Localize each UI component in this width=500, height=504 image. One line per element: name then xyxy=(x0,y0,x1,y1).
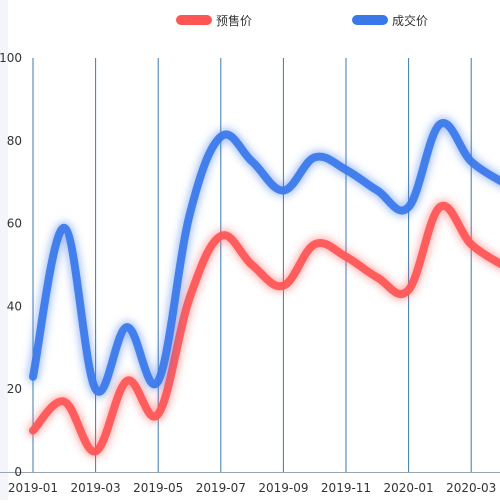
series-glow-1 xyxy=(33,123,500,392)
x-tick-label: 2019-05 xyxy=(133,481,183,495)
data-point-0-10[interactable] xyxy=(343,254,349,260)
x-tick-label: 2019-07 xyxy=(196,481,246,495)
data-point-1-13[interactable] xyxy=(437,121,443,127)
data-point-0-4[interactable] xyxy=(155,411,161,417)
data-point-1-4[interactable] xyxy=(155,378,161,384)
x-tick-label: 2020-01 xyxy=(384,481,434,495)
data-point-0-1[interactable] xyxy=(61,399,67,405)
data-point-1-3[interactable] xyxy=(124,324,130,330)
data-point-0-3[interactable] xyxy=(124,378,130,384)
x-axis-tick-labels: 2019-01 2019-03 2019-05 2019-07 2019-09 2019-… xyxy=(8,481,496,495)
data-point-0-13[interactable] xyxy=(437,204,443,210)
series-glow-0 xyxy=(33,206,500,452)
legend-label-deal-price: 成交价 xyxy=(392,12,428,29)
data-point-0-11[interactable] xyxy=(374,274,380,280)
legend-swatch-deal-price xyxy=(352,15,388,25)
data-point-0-0[interactable] xyxy=(30,428,36,434)
data-point-0-7[interactable] xyxy=(249,262,255,268)
data-point-0-9[interactable] xyxy=(312,241,318,247)
y-tick-label: 20 xyxy=(7,382,22,396)
x-tick-label: 2019-01 xyxy=(8,481,58,495)
data-point-1-5[interactable] xyxy=(187,212,193,218)
y-axis-tick-labels: 0 20 40 60 80 100 xyxy=(0,51,22,479)
data-point-1-14[interactable] xyxy=(468,159,474,165)
data-point-1-10[interactable] xyxy=(343,167,349,173)
data-point-1-1[interactable] xyxy=(61,225,67,231)
x-tick-label: 2019-09 xyxy=(258,481,308,495)
y-tick-label: 0 xyxy=(14,465,22,479)
data-point-0-2[interactable] xyxy=(93,448,99,454)
chart-legend: 预售价 成交价 xyxy=(0,10,500,30)
x-tick-label: 2020-03 xyxy=(446,481,496,495)
data-point-1-11[interactable] xyxy=(374,187,380,193)
data-point-1-2[interactable] xyxy=(93,386,99,392)
x-tick-label: 2019-03 xyxy=(71,481,121,495)
y-tick-label: 80 xyxy=(7,134,22,148)
data-point-1-7[interactable] xyxy=(249,159,255,165)
data-point-1-12[interactable] xyxy=(406,204,412,210)
x-tick-label: 2019-11 xyxy=(321,481,371,495)
data-point-1-8[interactable] xyxy=(280,187,286,193)
y-tick-label: 60 xyxy=(7,217,22,231)
data-point-1-6[interactable] xyxy=(218,134,224,140)
legend-label-presale-price: 预售价 xyxy=(216,12,252,29)
y-tick-label: 40 xyxy=(7,299,22,313)
data-point-0-8[interactable] xyxy=(280,283,286,289)
legend-item-presale-price[interactable]: 预售价 xyxy=(176,10,252,30)
data-point-0-5[interactable] xyxy=(187,295,193,301)
legend-swatch-presale-price xyxy=(176,15,212,25)
data-point-0-14[interactable] xyxy=(468,241,474,247)
series-lines xyxy=(30,121,500,454)
y-tick-label: 100 xyxy=(0,51,22,65)
data-point-0-12[interactable] xyxy=(406,287,412,293)
data-point-1-9[interactable] xyxy=(312,154,318,160)
data-point-1-0[interactable] xyxy=(30,374,36,380)
data-point-0-6[interactable] xyxy=(218,233,224,239)
legend-item-deal-price[interactable]: 成交价 xyxy=(352,10,428,30)
